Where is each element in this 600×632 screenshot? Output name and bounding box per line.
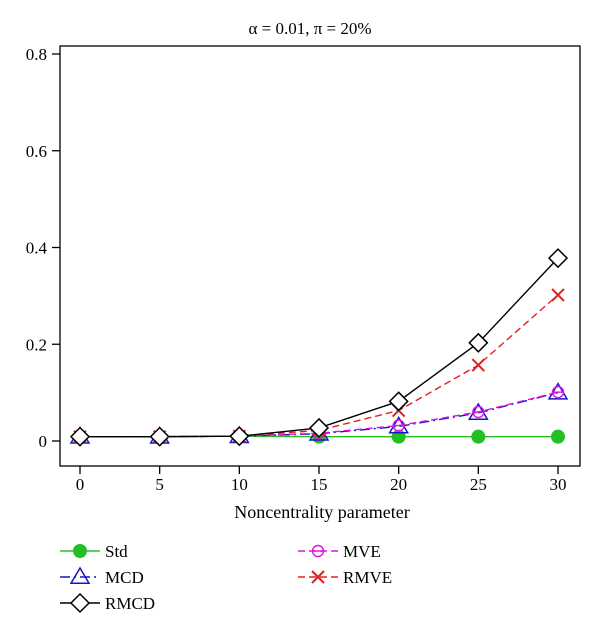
- legend-label-mve: MVE: [343, 542, 381, 561]
- y-tick-label: 0.2: [26, 335, 47, 354]
- data-point-mve: [472, 405, 485, 419]
- y-axis: 0 0.2 0.4 0.6 0.8: [26, 45, 60, 451]
- x-tick-label: 0: [76, 475, 85, 494]
- x-tick-label: 20: [390, 475, 407, 494]
- data-point-mcd: [547, 382, 569, 400]
- legend: Std MCD RMCD MVE RMVE: [60, 542, 392, 614]
- y-tick-label: 0: [39, 432, 48, 451]
- series-line-rmve: [80, 294, 559, 438]
- legend-label-rmve: RMVE: [343, 568, 392, 587]
- data-point-rmcd: [149, 426, 170, 447]
- legend-marker-rmcd: [69, 592, 91, 614]
- x-tick-label: 10: [231, 475, 248, 494]
- data-point-std: [551, 429, 565, 444]
- data-point-rmve: [551, 288, 565, 302]
- legend-item-std: Std: [60, 542, 128, 561]
- legend-marker-mve: [311, 544, 325, 558]
- x-tick-label: 5: [155, 475, 164, 494]
- legend-marker-rmve: [311, 570, 325, 584]
- legend-item-rmcd: RMCD: [60, 592, 155, 614]
- x-tick-label: 30: [550, 475, 567, 494]
- series-rmcd: [69, 248, 569, 447]
- legend-item-rmve: RMVE: [298, 568, 392, 587]
- legend-marker-std: [73, 544, 87, 558]
- x-tick-label: 15: [311, 475, 328, 494]
- data-point-rmcd: [468, 332, 489, 353]
- data-point-mve: [392, 419, 405, 432]
- data-point-rmve: [471, 358, 486, 372]
- legend-label-mcd: MCD: [105, 568, 144, 587]
- data-point-rmcd: [547, 248, 569, 269]
- data-point-rmcd: [388, 391, 409, 412]
- data-point-rmcd: [308, 417, 330, 438]
- data-point-rmcd: [229, 426, 250, 447]
- data-point-std: [471, 429, 486, 444]
- data-point-mve: [551, 385, 565, 399]
- legend-item-mcd: MCD: [60, 566, 144, 587]
- y-tick-label: 0.8: [26, 45, 47, 64]
- x-axis: 0 5 10 15 20 25 30: [76, 466, 567, 494]
- legend-marker-mcd: [69, 566, 91, 585]
- legend-label-rmcd: RMCD: [105, 594, 155, 613]
- plot-frame: [59, 45, 581, 467]
- series-layer: [69, 248, 569, 447]
- x-axis-title: Noncentrality parameter: [234, 502, 409, 522]
- data-point-rmcd: [69, 426, 91, 447]
- legend-label-std: Std: [105, 542, 128, 561]
- legend-item-mve: MVE: [298, 542, 381, 561]
- y-tick-label: 0.4: [26, 239, 48, 258]
- x-tick-label: 25: [470, 475, 487, 494]
- y-tick-label: 0.6: [26, 142, 47, 161]
- chart-title: α = 0.01, π = 20%: [248, 19, 371, 38]
